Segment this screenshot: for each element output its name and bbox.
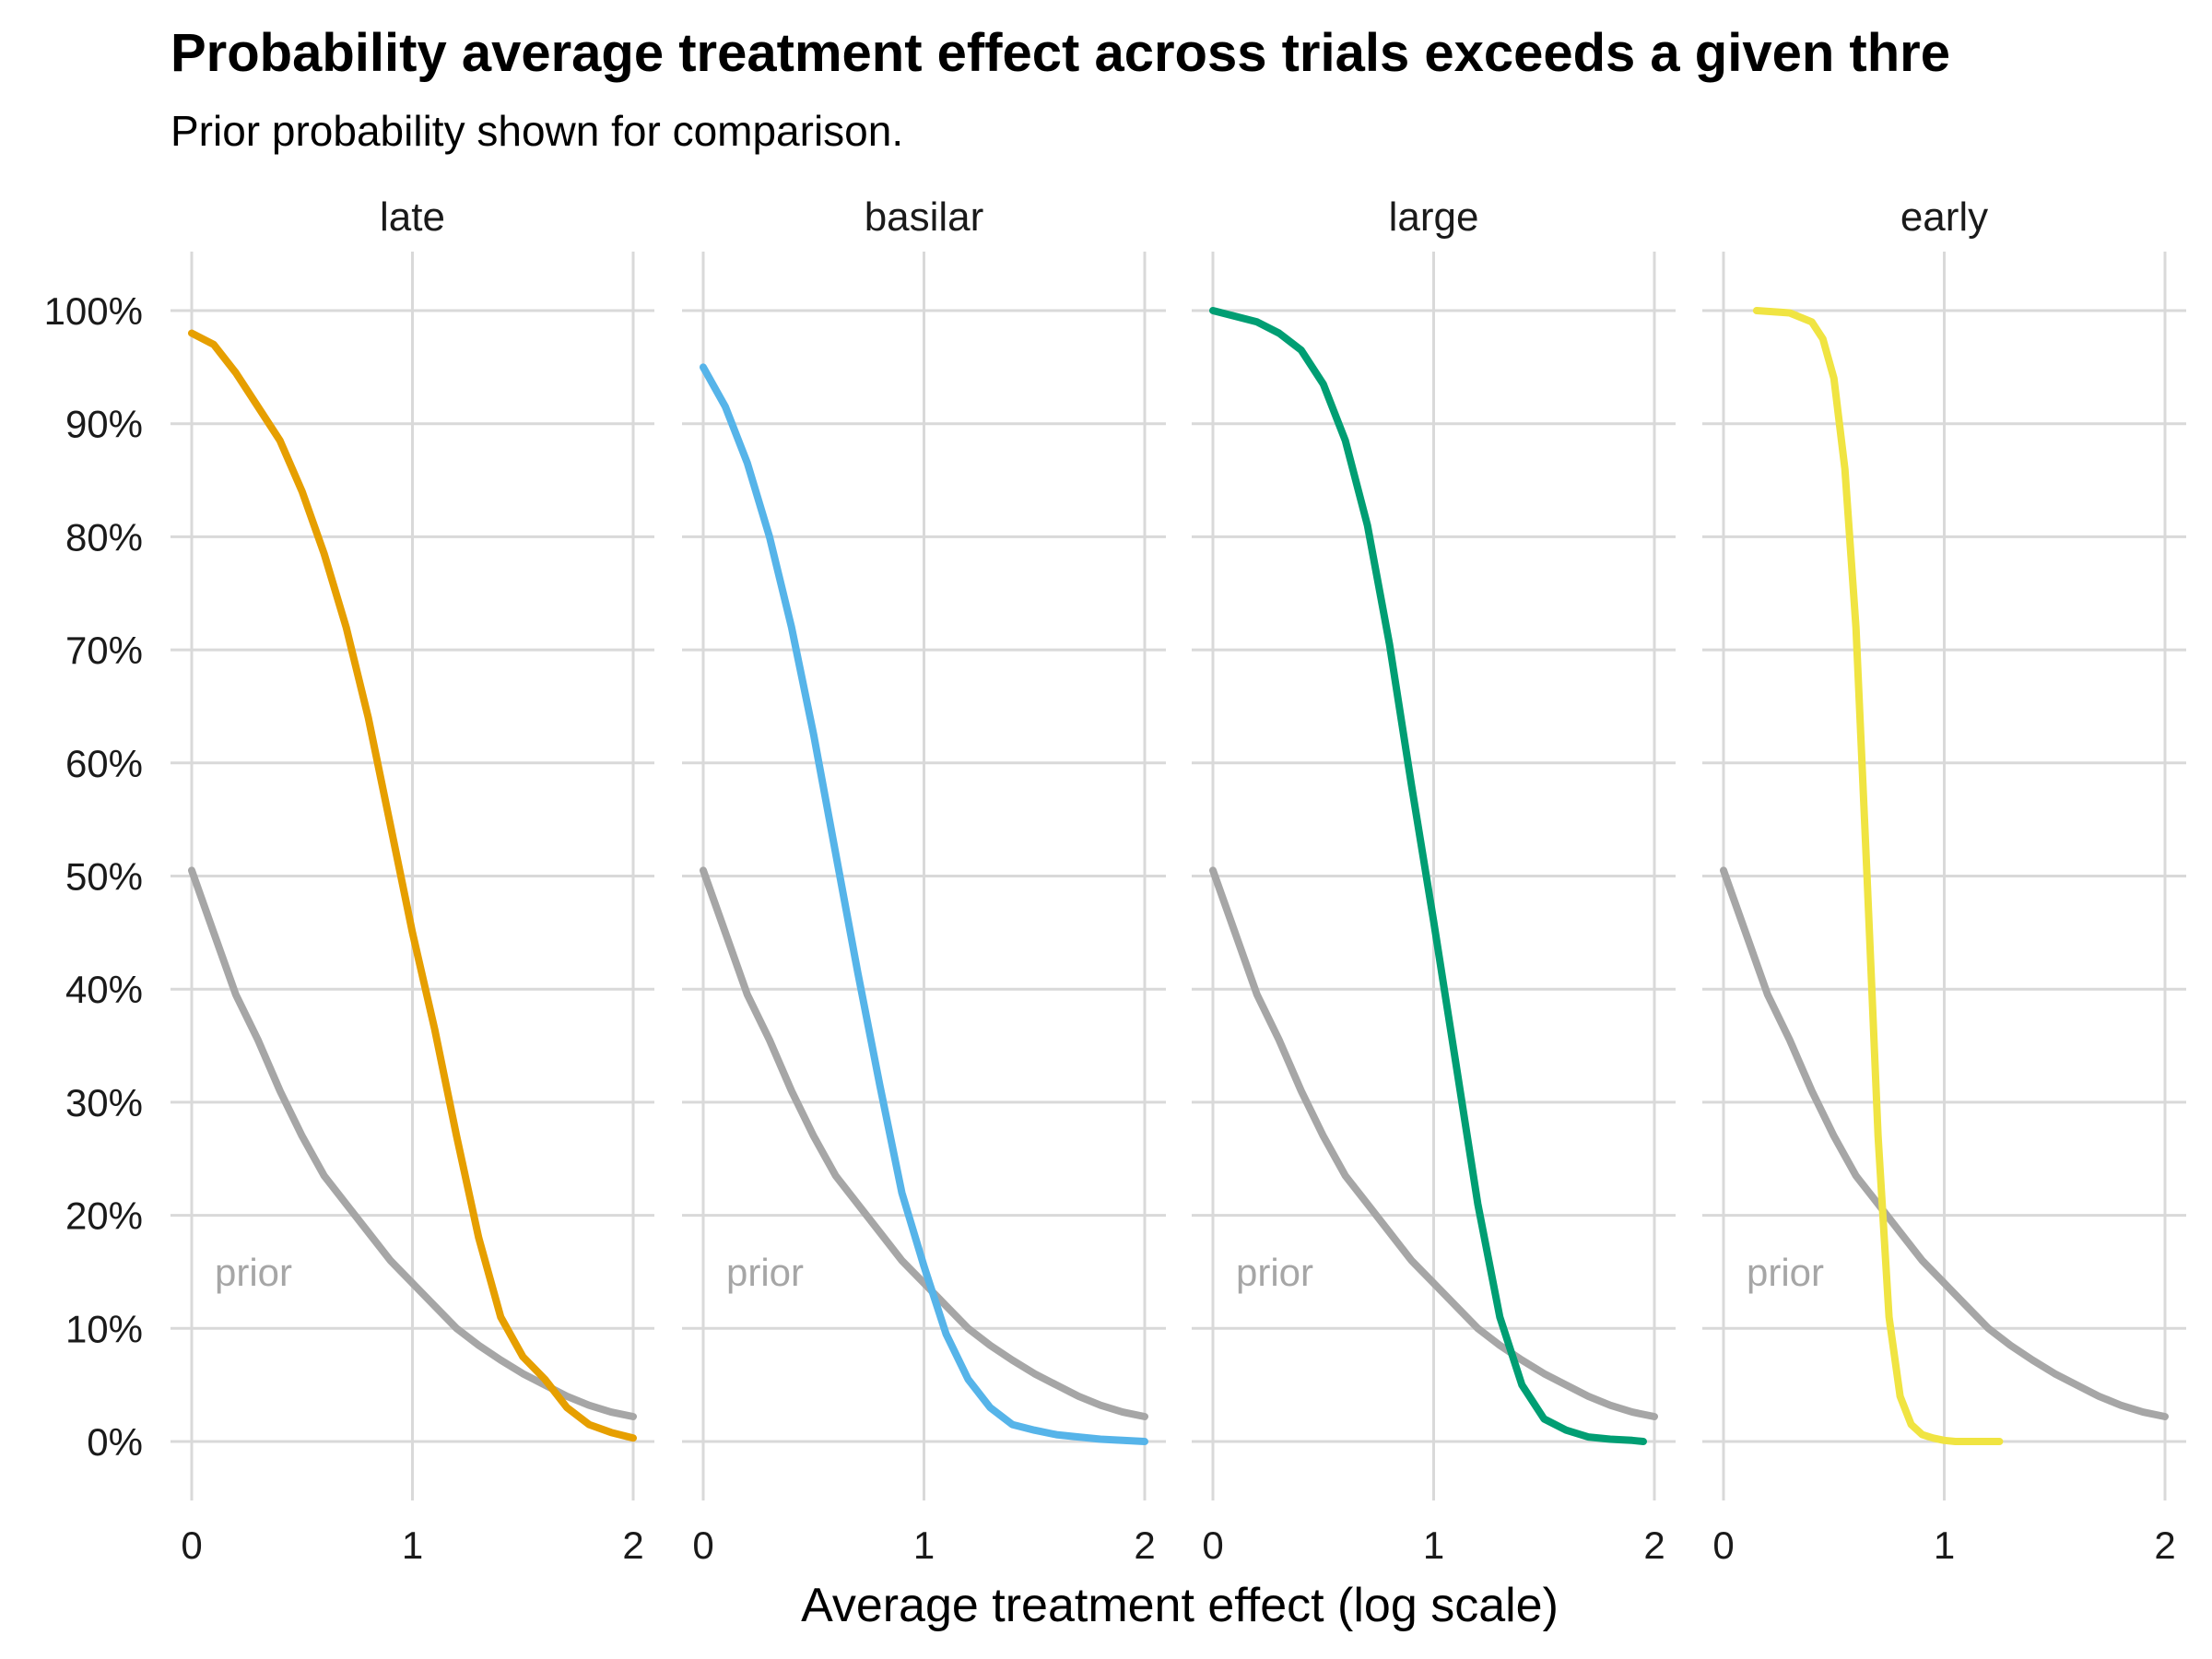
prior-annotation: prior	[1236, 1251, 1313, 1294]
y-axis-tick-labels: 0% 10% 20% 30% 40% 50% 60% 70% 80% 90% 100%	[44, 289, 143, 1464]
x-tick-label: 0	[692, 1524, 713, 1567]
prior-series-line	[1209, 866, 1658, 1420]
y-tick-label: 30%	[65, 1081, 143, 1124]
x-tick-label: 1	[913, 1524, 935, 1567]
x-tick-label: 1	[1934, 1524, 1955, 1567]
series-line-basilar	[700, 363, 1148, 1445]
series-line-large	[1209, 307, 1647, 1445]
facet-strip-label: late	[380, 194, 445, 240]
x-tick-label: 1	[1423, 1524, 1444, 1567]
x-tick-label: 1	[402, 1524, 423, 1567]
facet-panel-early: early 0 1 2 prior	[1702, 194, 2186, 1567]
facet-strip-label: large	[1389, 194, 1479, 240]
facet-panel-large: large 0 1 2 prior	[1192, 194, 1676, 1567]
y-tick-label: 100%	[44, 289, 143, 333]
y-tick-label: 80%	[65, 515, 143, 559]
x-axis-title: Average treatment effect (log scale)	[801, 1579, 1559, 1632]
facet-panels: late 0 1 2 prior basilar 0 1 2 prior large 0 1 2 prior…	[171, 194, 2186, 1567]
prior-annotation: prior	[726, 1251, 804, 1294]
y-tick-label: 70%	[65, 629, 143, 672]
y-tick-label: 60%	[65, 742, 143, 785]
prior-series-line	[1720, 866, 2169, 1420]
y-tick-label: 90%	[65, 403, 143, 446]
x-tick-label: 0	[1202, 1524, 1223, 1567]
prior-annotation: prior	[1747, 1251, 1824, 1294]
series-line-early	[1752, 307, 2004, 1445]
x-tick-label: 0	[181, 1524, 202, 1567]
x-tick-label: 2	[1134, 1524, 1155, 1567]
y-tick-label: 10%	[65, 1307, 143, 1350]
y-tick-label: 0%	[87, 1420, 143, 1464]
series-line-late	[188, 329, 637, 1442]
facet-panel-late: late 0 1 2 prior	[171, 194, 654, 1567]
x-tick-label: 2	[1643, 1524, 1665, 1567]
y-tick-label: 50%	[65, 855, 143, 899]
chart-title: Probability average treatment effect acr…	[171, 23, 1950, 83]
facet-strip-label: early	[1900, 194, 1988, 240]
y-tick-label: 40%	[65, 968, 143, 1011]
y-tick-label: 20%	[65, 1194, 143, 1238]
prior-annotation: prior	[215, 1251, 292, 1294]
x-tick-label: 2	[622, 1524, 643, 1567]
facet-strip-label: basilar	[865, 194, 984, 240]
x-tick-label: 0	[1712, 1524, 1734, 1567]
chart-subtitle: Prior probability shown for comparison.	[171, 107, 903, 155]
facet-panel-basilar: basilar 0 1 2 prior	[682, 194, 1166, 1567]
x-tick-label: 2	[2154, 1524, 2175, 1567]
prior-series-line	[700, 866, 1148, 1420]
